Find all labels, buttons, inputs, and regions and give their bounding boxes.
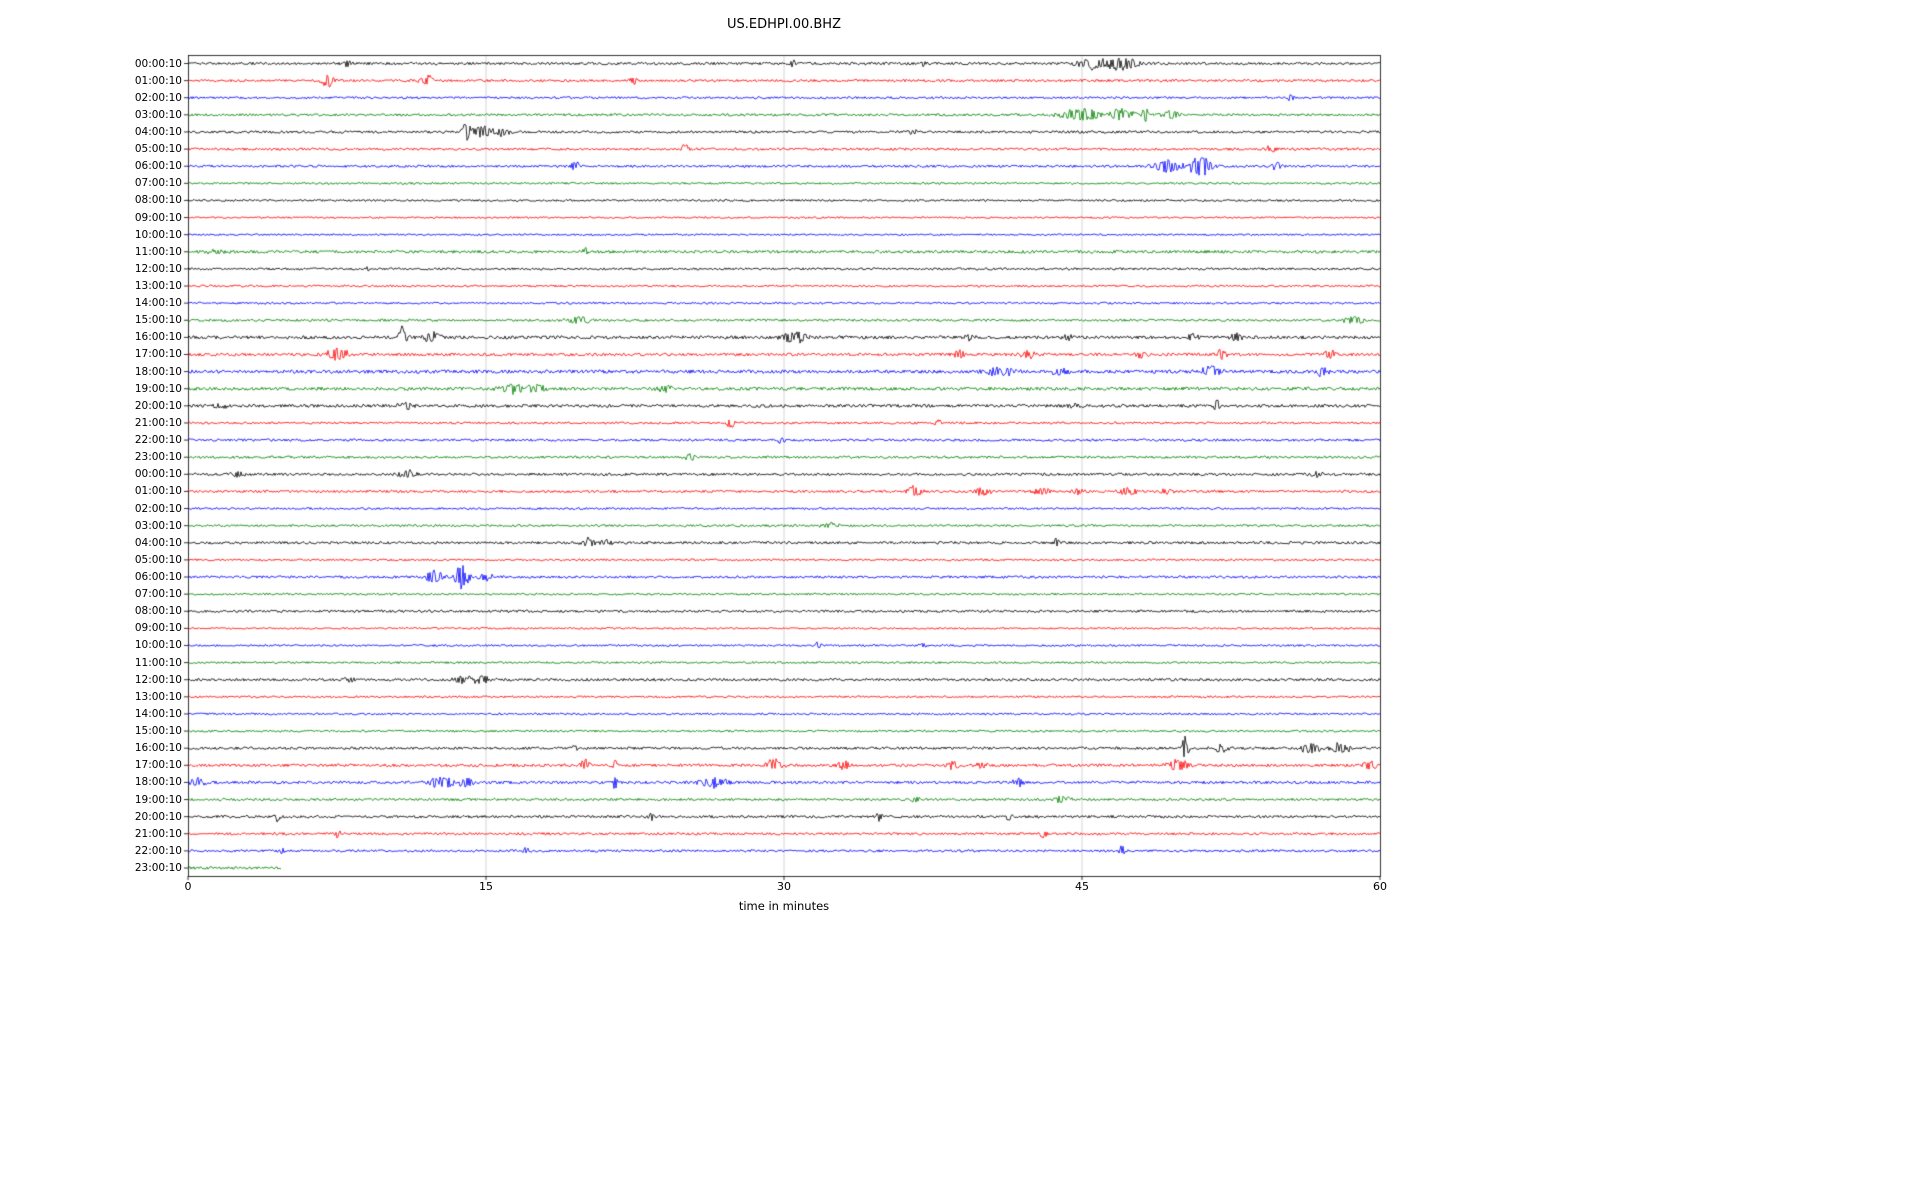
trace-label: 17:00:10 — [134, 348, 182, 361]
trace-label: 23:00:10 — [134, 451, 182, 464]
trace-label: 15:00:10 — [134, 314, 182, 327]
trace-label: 02:00:10 — [134, 91, 182, 104]
trace-label: 03:00:10 — [134, 519, 182, 532]
trace-label: 21:00:10 — [134, 416, 182, 429]
trace-label: 13:00:10 — [134, 690, 182, 703]
trace-label: 23:00:10 — [134, 862, 182, 874]
trace-label: 19:00:10 — [134, 793, 182, 806]
trace-label: 05:00:10 — [134, 553, 182, 566]
trace-label: 22:00:10 — [134, 434, 182, 447]
x-tick-label: 45 — [1075, 880, 1089, 893]
trace-label: 03:00:10 — [134, 108, 182, 121]
trace-label: 07:00:10 — [134, 177, 182, 190]
trace-label: 20:00:10 — [134, 399, 182, 412]
x-tick-label: 60 — [1373, 880, 1387, 893]
trace-label: 11:00:10 — [134, 245, 182, 258]
chart-title: US.EDHPI.00.BHZ — [727, 17, 841, 32]
trace-label: 11:00:10 — [134, 656, 182, 669]
x-tick-label: 0 — [184, 880, 192, 893]
trace-label: 06:00:10 — [134, 160, 182, 173]
trace-label: 07:00:10 — [134, 588, 182, 601]
trace-label: 01:00:10 — [134, 485, 182, 498]
x-tick-label: 15 — [479, 880, 493, 893]
trace-label: 12:00:10 — [134, 673, 182, 686]
trace-label: 01:00:10 — [134, 74, 182, 87]
trace-label: 09:00:10 — [134, 211, 182, 224]
trace-label: 02:00:10 — [134, 502, 182, 515]
x-axis-label: time in minutes — [738, 899, 830, 913]
trace-label: 08:00:10 — [134, 605, 182, 618]
trace-label: 21:00:10 — [134, 827, 182, 840]
trace-label: 04:00:10 — [134, 536, 182, 549]
trace-label: 18:00:10 — [134, 776, 182, 789]
trace-label: 09:00:10 — [134, 622, 182, 635]
x-tick-label: 30 — [777, 880, 791, 893]
trace-label: 17:00:10 — [134, 759, 182, 772]
trace-label: 10:00:10 — [134, 639, 182, 652]
trace-label: 14:00:10 — [134, 297, 182, 310]
trace-label: 06:00:10 — [134, 571, 182, 583]
trace-label: 12:00:10 — [134, 262, 182, 275]
trace-label: 00:00:10 — [134, 468, 182, 481]
trace-label: 00:00:10 — [134, 57, 182, 70]
trace-label: 10:00:10 — [134, 228, 182, 241]
trace-label: 04:00:10 — [134, 125, 182, 138]
trace-label: 16:00:10 — [134, 331, 182, 344]
trace-label: 14:00:10 — [134, 707, 182, 720]
trace-label: 08:00:10 — [134, 194, 182, 207]
trace-label: 22:00:10 — [134, 844, 182, 857]
trace-label: 16:00:10 — [134, 742, 182, 755]
trace-label: 15:00:10 — [134, 725, 182, 738]
trace-label: 05:00:10 — [134, 143, 182, 156]
trace-label: 18:00:10 — [134, 365, 182, 378]
trace-label: 13:00:10 — [134, 280, 182, 293]
trace-label: 20:00:10 — [134, 810, 182, 823]
trace-label: 19:00:10 — [134, 382, 182, 395]
